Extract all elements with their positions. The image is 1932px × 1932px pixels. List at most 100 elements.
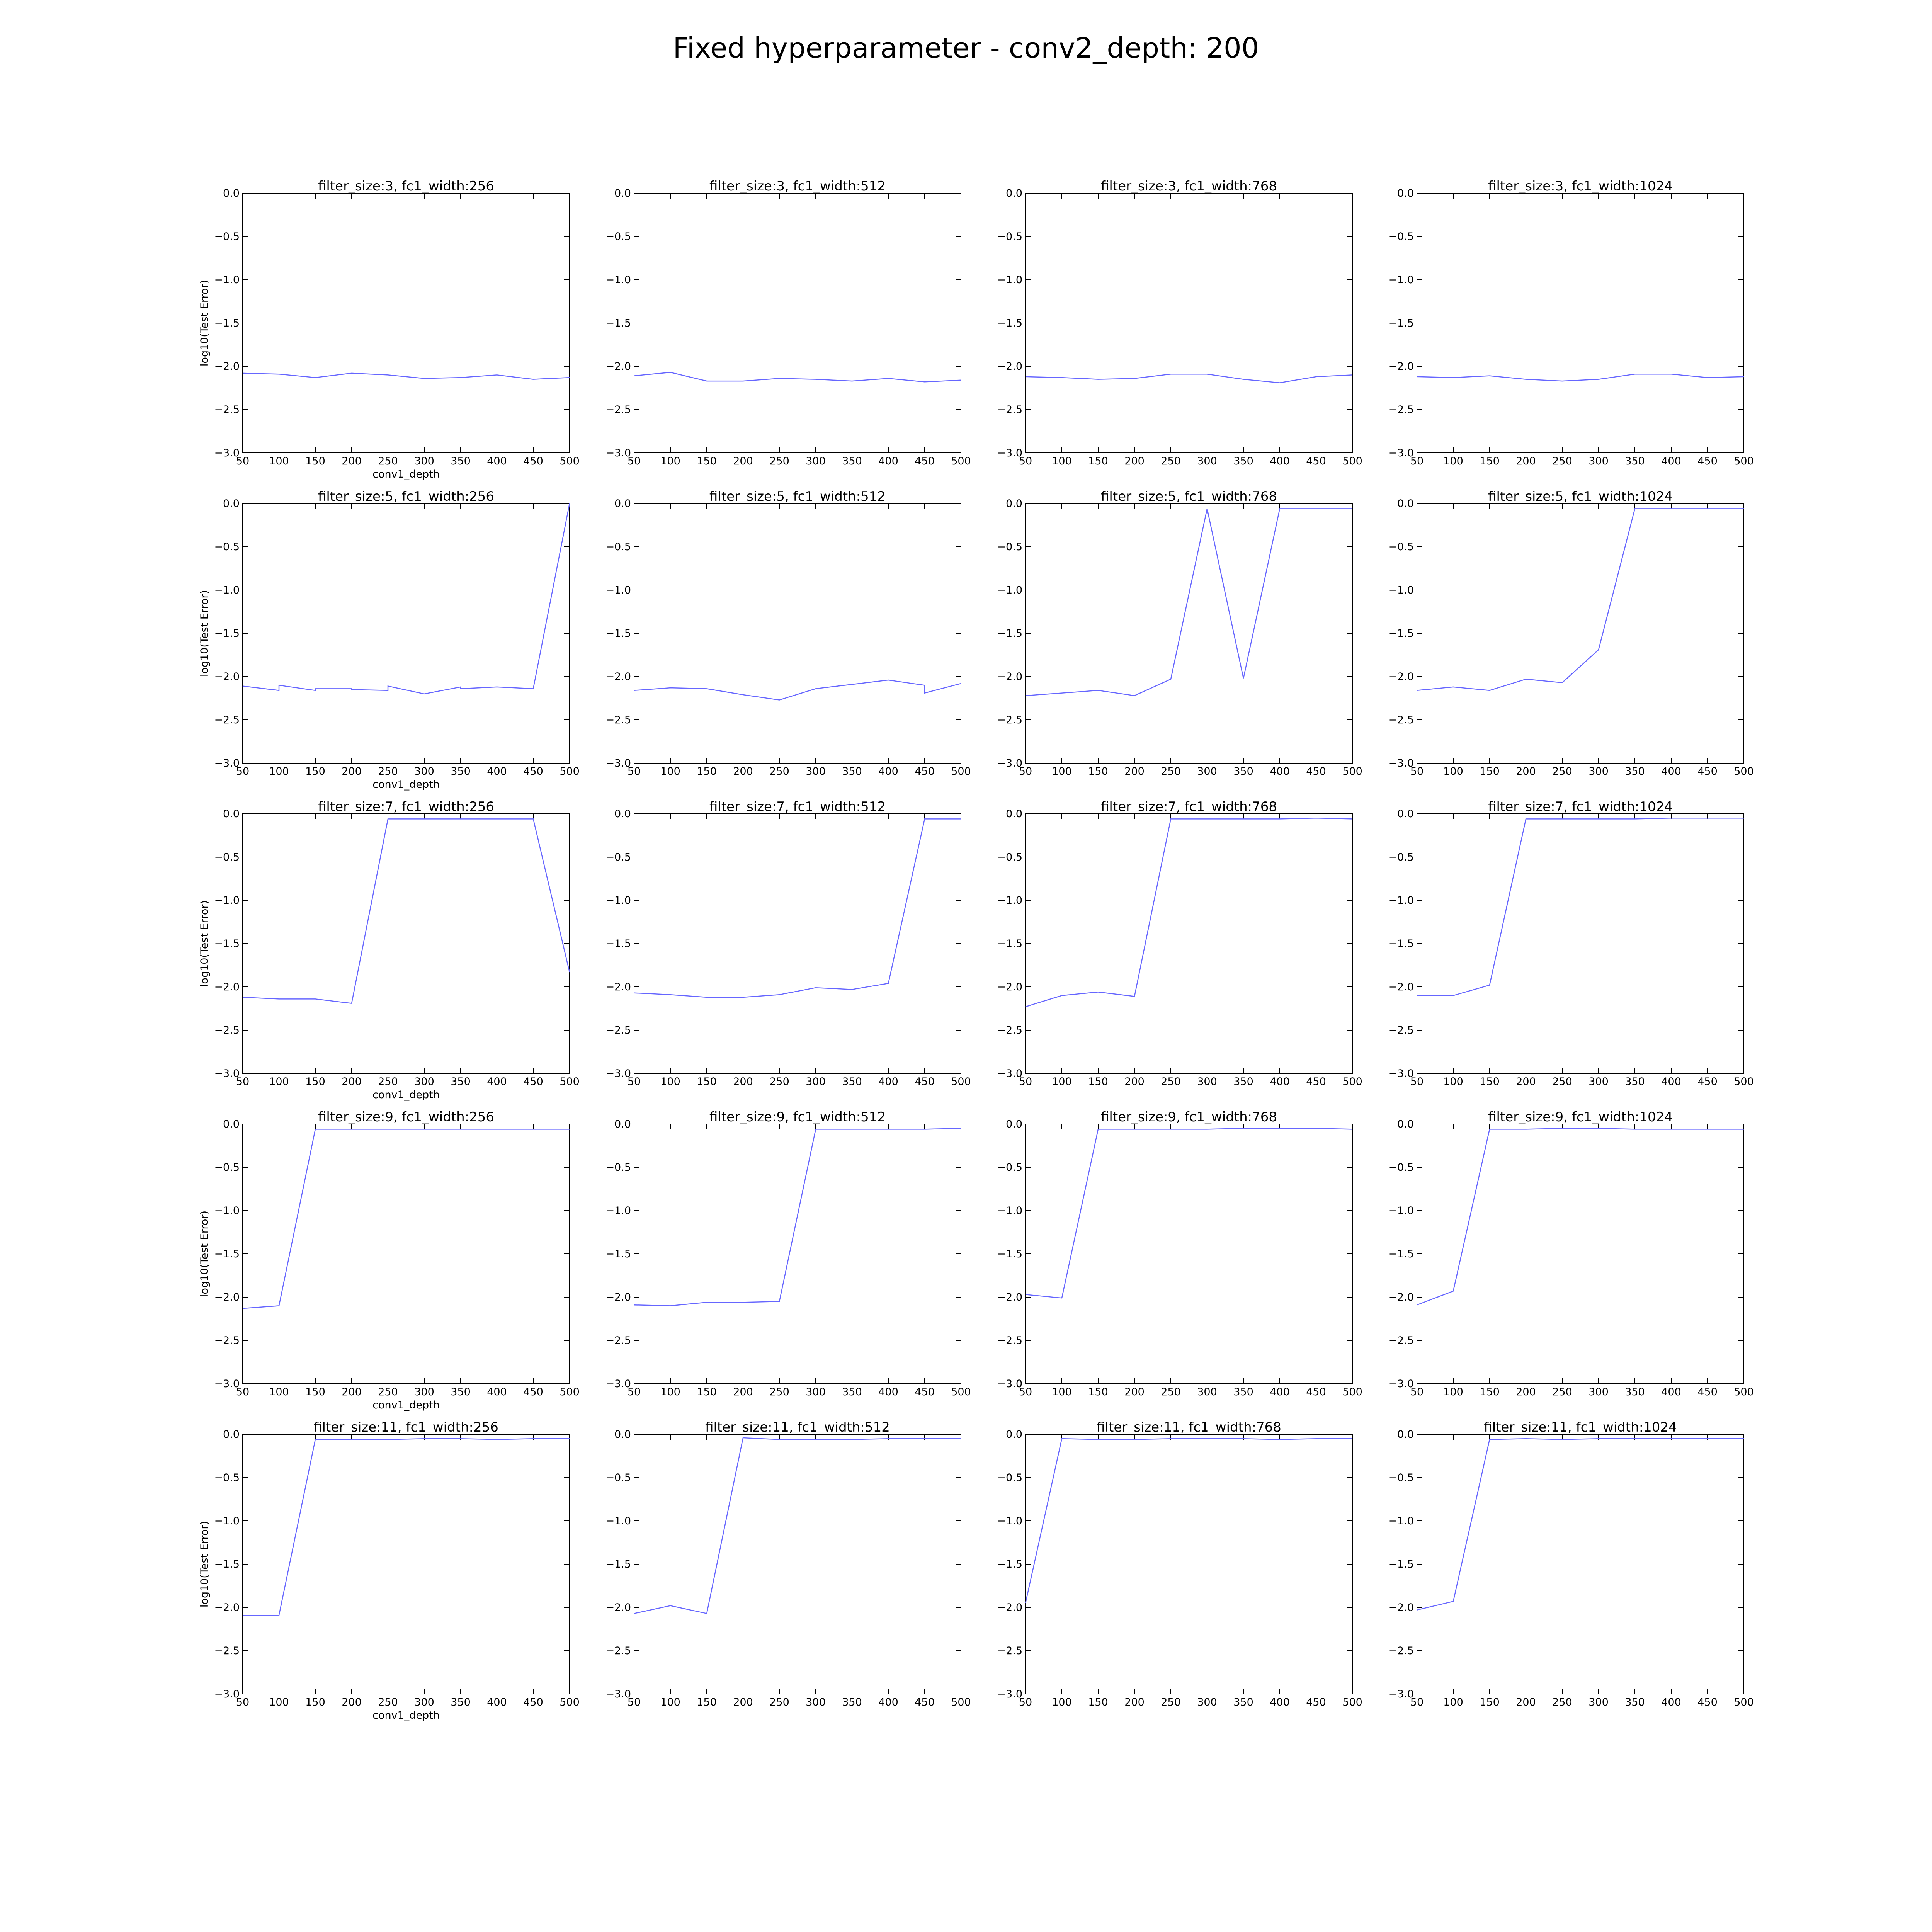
y-tick-label: −2.5 [997,1335,1022,1347]
subplot-title: filter_size:9, fc1_width:256 [318,1109,494,1125]
x-tick-label: 250 [769,765,789,777]
x-tick-label: 150 [697,1076,717,1088]
x-tick-label: 50 [1410,1386,1423,1398]
x-tick-label: 300 [806,1696,826,1708]
x-tick-label: 450 [1306,1076,1326,1088]
x-tick-label: 200 [733,1076,753,1088]
x-tick-label: 450 [1306,1386,1326,1398]
y-tick-label: −0.5 [214,231,240,243]
x-tick-label: 500 [560,765,580,777]
y-tick-label: −1.5 [605,1248,631,1260]
y-tick-label: −1.5 [605,1558,631,1570]
subplot-title: filter_size:3, fc1_width:512 [709,179,886,194]
y-tick-label: −3.0 [214,447,240,459]
plot-frame [634,193,961,453]
y-tick-label: −3.0 [997,1378,1022,1390]
x-tick-label: 50 [628,765,641,777]
y-tick-label: −0.5 [997,541,1022,553]
x-tick-label: 250 [1552,455,1572,467]
x-tick-label: 200 [1516,765,1536,777]
y-tick-label: −1.5 [1388,938,1414,950]
x-tick-label: 50 [236,1386,249,1398]
x-tick-label: 250 [1552,765,1572,777]
x-tick-label: 400 [878,1076,898,1088]
x-tick-label: 450 [1306,455,1326,467]
y-tick-label: 0.0 [1397,1429,1414,1440]
y-tick-label: −1.0 [997,1205,1022,1217]
plot-frame [1025,1124,1353,1384]
x-tick-label: 350 [1233,1696,1253,1708]
y-tick-label: −0.5 [605,541,631,553]
x-tick-label: 250 [1552,1696,1572,1708]
subplot-title: filter_size:5, fc1_width:256 [318,489,494,504]
x-tick-label: 500 [560,455,580,467]
y-tick-label: −2.5 [1388,714,1414,726]
y-tick-label: −0.5 [997,851,1022,863]
y-tick-label: −2.5 [997,714,1022,726]
y-tick-label: 0.0 [223,808,240,820]
series-line [242,1129,570,1309]
y-tick-label: −2.5 [1388,1024,1414,1036]
x-tick-label: 150 [697,455,717,467]
x-tick-label: 100 [1443,1696,1463,1708]
plot-frame [242,503,570,764]
x-tick-label: 100 [1443,455,1463,467]
x-tick-label: 400 [1661,1696,1681,1708]
series-line [634,679,961,701]
x-tick-label: 400 [878,455,898,467]
x-tick-label: 400 [878,765,898,777]
x-tick-label: 100 [269,765,289,777]
y-tick-label: −1.0 [997,274,1022,286]
y-tick-label: −3.0 [605,757,631,769]
y-tick-label: 0.0 [1006,187,1022,199]
y-tick-label: −2.0 [1388,1291,1414,1303]
y-tick-label: −0.5 [1388,231,1414,243]
x-tick-label: 100 [1443,1386,1463,1398]
plot-frame [1417,1434,1744,1694]
x-tick-label: 350 [1625,1696,1645,1708]
y-tick-label: −1.0 [214,1515,240,1527]
x-tick-label: 350 [1625,455,1645,467]
x-tick-label: 350 [842,455,862,467]
y-tick-label: −1.0 [214,1205,240,1217]
plot-frame [634,503,961,764]
y-tick-label: −2.0 [214,671,240,683]
x-tick-label: 200 [1516,1076,1536,1088]
x-tick-label: 50 [1019,1386,1032,1398]
y-tick-label: −1.0 [1388,1205,1414,1217]
plot-frame [242,1434,570,1694]
x-tick-label: 400 [487,1076,507,1088]
subplot-title: filter_size:7, fc1_width:256 [318,799,494,815]
y-tick-label: −1.5 [214,628,240,639]
y-tick-label: −2.0 [605,981,631,993]
x-tick-label: 350 [1625,1076,1645,1088]
y-tick-label: 0.0 [1006,808,1022,820]
y-axis-label: log10(Test Error) [199,280,211,366]
y-tick-label: −0.5 [1388,541,1414,553]
y-tick-label: −2.0 [214,361,240,372]
x-tick-label: 350 [1233,1076,1253,1088]
x-tick-label: 300 [1197,1076,1217,1088]
x-tick-label: 50 [628,1076,641,1088]
y-axis-label: log10(Test Error) [199,1521,211,1607]
x-tick-label: 250 [1161,1076,1181,1088]
x-tick-label: 200 [342,765,362,777]
series-line [1417,817,1744,996]
x-tick-label: 150 [697,1386,717,1398]
y-tick-label: −3.0 [605,1378,631,1390]
x-tick-label: 400 [487,455,507,467]
y-tick-label: −1.5 [997,317,1022,329]
y-tick-label: −1.5 [1388,317,1414,329]
y-tick-label: 0.0 [1397,1118,1414,1130]
x-tick-label: 400 [487,1696,507,1708]
x-axis-label: conv1_depth [372,1399,440,1411]
y-tick-label: 0.0 [1397,808,1414,820]
x-tick-label: 50 [1410,455,1423,467]
x-tick-label: 50 [1410,1696,1423,1708]
x-tick-label: 100 [269,1386,289,1398]
y-tick-label: −3.0 [214,1378,240,1390]
x-tick-label: 400 [1270,1076,1290,1088]
y-tick-label: 0.0 [614,1429,631,1440]
x-tick-label: 150 [1088,1386,1108,1398]
plot-frame [1417,1124,1744,1384]
